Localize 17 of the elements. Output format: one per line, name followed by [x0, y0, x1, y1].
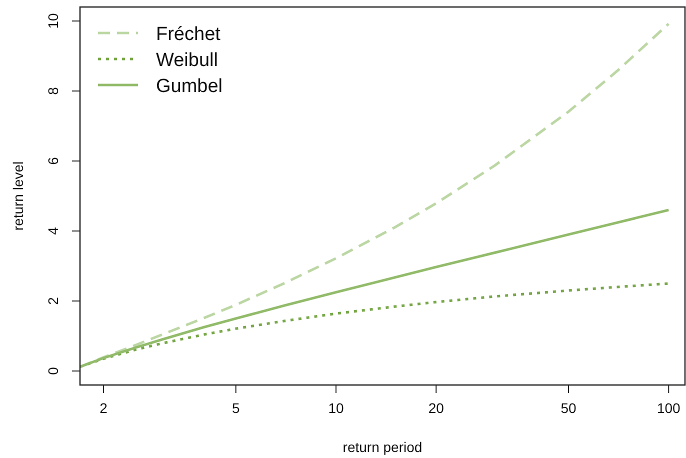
x-axis-title: return period: [342, 439, 422, 455]
y-tick-label: 4: [45, 226, 61, 235]
x-tick-label: 100: [656, 400, 681, 416]
legend-label: Fréchet: [156, 24, 222, 45]
legend-label: Gumbel: [156, 76, 223, 97]
y-axis-title: return level: [10, 161, 26, 231]
y-tick-label: 6: [45, 156, 61, 165]
x-tick-label: 5: [232, 400, 240, 416]
legend-label: Weibull: [156, 50, 218, 71]
y-tick-label: 2: [45, 296, 61, 305]
x-tick-label: 10: [328, 400, 344, 416]
x-tick-label: 50: [560, 400, 576, 416]
y-tick-label: 8: [45, 86, 61, 95]
x-tick-label: 2: [100, 400, 108, 416]
y-tick-label: 0: [45, 366, 61, 375]
y-tick-label: 10: [45, 13, 61, 29]
x-tick-label: 20: [428, 400, 444, 416]
